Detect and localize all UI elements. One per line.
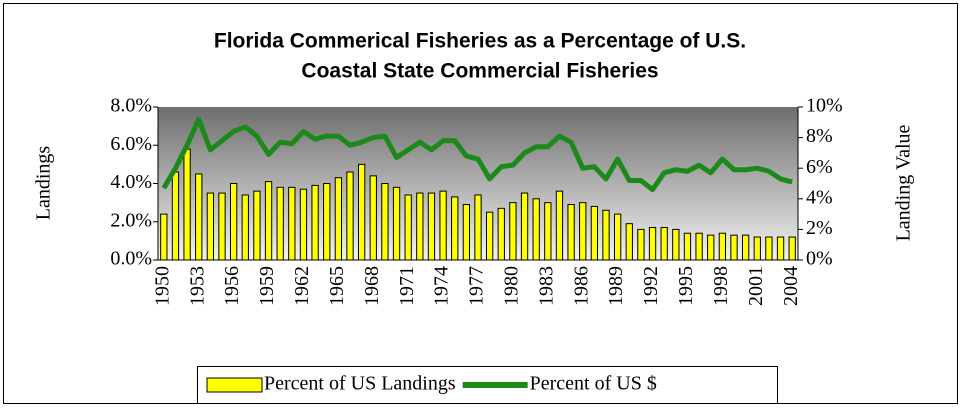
x-tick-label: 1950 [151, 266, 173, 306]
bar [765, 236, 773, 261]
bar [753, 236, 761, 261]
bar [276, 186, 284, 261]
bar [241, 194, 249, 261]
x-tick-label: 1989 [605, 266, 627, 306]
legend-swatch [206, 377, 263, 393]
x-tick-label: 2004 [780, 266, 802, 306]
y-tick-label: 6.0% [110, 133, 152, 155]
bar [544, 202, 552, 261]
bar [520, 192, 529, 261]
bar [334, 177, 343, 261]
bar [707, 234, 715, 261]
bar [311, 184, 319, 261]
legend-label: Percent of US $ [530, 373, 657, 395]
bar [637, 228, 645, 261]
x-tick-label: 1965 [326, 266, 348, 306]
legend-label: Percent of US Landings [264, 373, 456, 395]
bar [683, 232, 692, 261]
bar [195, 173, 203, 261]
bar [357, 163, 366, 261]
bar [264, 181, 273, 261]
bar [567, 204, 575, 261]
bar [323, 183, 331, 261]
x-tick-label: 1986 [570, 266, 592, 306]
chart-title: Coastal State Commercial Fisheries [301, 60, 658, 83]
bar [497, 207, 505, 261]
y2-axis-label: Landing Value [893, 124, 915, 241]
x-tick-label: 1956 [221, 266, 243, 306]
bar [730, 234, 738, 261]
bar [183, 148, 191, 261]
bar [299, 188, 308, 261]
x-tick-label: 1977 [466, 266, 488, 306]
bar [439, 190, 447, 261]
bar [218, 192, 226, 261]
bar [451, 196, 459, 261]
bar [509, 202, 517, 261]
bar [788, 236, 796, 261]
y-tick-label: 0.0% [110, 248, 152, 270]
bar [369, 175, 377, 261]
bar [660, 226, 668, 261]
bar [171, 171, 180, 261]
bar [718, 232, 727, 261]
bar [695, 232, 703, 261]
bar [206, 192, 215, 261]
bar [532, 198, 540, 261]
y-tick-label: 2.0% [110, 209, 152, 231]
x-tick-label: 1959 [256, 266, 278, 306]
y-tick-label: 8.0% [110, 95, 152, 117]
y2-tick-label: 0% [806, 248, 833, 270]
bar [404, 194, 412, 261]
x-tick-label: 1968 [361, 266, 383, 306]
bar [590, 205, 599, 261]
bar [346, 171, 354, 261]
y2-tick-label: 2% [806, 217, 833, 239]
bar [613, 213, 622, 261]
bar [776, 236, 785, 261]
x-tick-label: 1995 [675, 266, 697, 306]
y2-tick-label: 8% [806, 125, 833, 147]
bar [741, 234, 750, 261]
x-tick-label: 1980 [501, 266, 523, 306]
x-tick-label: 1992 [640, 266, 662, 306]
bar [625, 223, 633, 261]
bar [229, 183, 238, 261]
y2-tick-label: 10% [806, 95, 843, 117]
bar [579, 202, 587, 261]
bar [392, 186, 401, 261]
y2-tick-label: 6% [806, 156, 833, 178]
bar [381, 183, 389, 261]
y-tick-label: 4.0% [110, 171, 152, 193]
x-tick-label: 1962 [291, 266, 313, 306]
bar [555, 190, 564, 261]
y2-tick-label: 4% [806, 186, 833, 208]
bar [485, 211, 494, 261]
bar [602, 209, 610, 261]
bar [416, 192, 424, 261]
bar [288, 186, 296, 261]
x-tick-label: 2001 [745, 266, 767, 306]
y-axis-label: Landings [33, 146, 55, 221]
chart-title: Florida Commerical Fisheries as a Percen… [214, 30, 746, 53]
bar [253, 190, 261, 261]
bar [648, 226, 657, 261]
bar [474, 194, 482, 261]
x-tick-label: 1983 [535, 266, 557, 306]
bar [672, 228, 680, 261]
line [161, 116, 793, 193]
x-tick-label: 1998 [710, 266, 732, 306]
bar [462, 204, 471, 261]
x-tick-label: 1971 [396, 266, 418, 306]
x-tick-label: 1953 [186, 266, 208, 306]
x-tick-label: 1974 [431, 266, 453, 306]
bar [160, 213, 168, 261]
bar [427, 192, 436, 261]
